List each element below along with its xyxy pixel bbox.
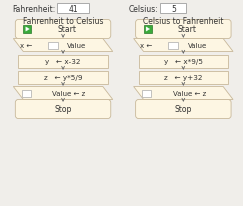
Text: x ←: x ← [20,43,32,49]
Text: Value: Value [188,43,207,49]
FancyBboxPatch shape [168,42,178,49]
FancyBboxPatch shape [48,42,58,49]
Text: Fahrenheit to Celsius: Fahrenheit to Celsius [23,16,103,25]
FancyBboxPatch shape [139,55,228,68]
Text: 5: 5 [171,5,176,13]
Text: x ←: x ← [140,43,153,49]
Text: z   ← y*5/9: z ← y*5/9 [44,75,82,81]
Text: Start: Start [58,25,77,34]
Text: Stop: Stop [175,105,192,114]
Text: Start: Start [178,25,197,34]
FancyBboxPatch shape [15,100,111,119]
FancyBboxPatch shape [136,100,231,119]
Text: Value: Value [67,43,87,49]
FancyBboxPatch shape [142,90,151,97]
Text: Fahrenheit:: Fahrenheit: [12,5,55,13]
Polygon shape [13,87,113,100]
FancyBboxPatch shape [139,71,228,84]
Polygon shape [13,39,113,52]
Text: Value ← z: Value ← z [52,91,86,97]
FancyBboxPatch shape [57,4,89,14]
Text: Value ← z: Value ← z [173,91,206,97]
FancyBboxPatch shape [144,26,152,34]
Text: y   ← x-32: y ← x-32 [45,59,81,65]
Polygon shape [134,87,233,100]
Polygon shape [26,28,29,32]
Polygon shape [134,39,233,52]
FancyBboxPatch shape [22,90,31,97]
Text: y   ← x*9/5: y ← x*9/5 [164,59,203,65]
FancyBboxPatch shape [160,4,186,14]
Text: 41: 41 [68,5,78,13]
Polygon shape [146,28,150,32]
FancyBboxPatch shape [18,55,108,68]
FancyBboxPatch shape [136,20,231,39]
FancyBboxPatch shape [18,71,108,84]
FancyBboxPatch shape [23,26,31,34]
Text: Celsius:: Celsius: [129,5,158,13]
Text: Stop: Stop [54,105,72,114]
Text: Celsius to Fahrenheit: Celsius to Fahrenheit [143,16,224,25]
FancyBboxPatch shape [15,20,111,39]
Text: z   ← y+32: z ← y+32 [164,75,203,81]
